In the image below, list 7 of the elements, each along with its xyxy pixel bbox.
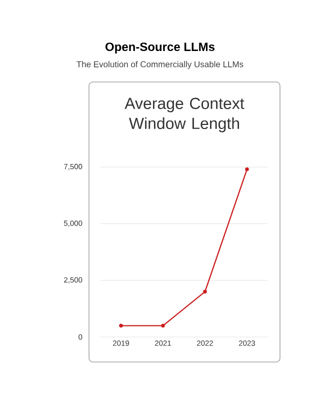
- point: [119, 324, 123, 328]
- text: Average Context Window Length: [124, 98, 244, 132]
- point: [245, 167, 249, 172]
- chart-subtitle: The Evolution of Commercially Usable LLMs: [76, 61, 244, 69]
- chart-title: Open-Source LLMs: [105, 42, 214, 54]
- point: [161, 324, 165, 328]
- point: [203, 290, 207, 294]
